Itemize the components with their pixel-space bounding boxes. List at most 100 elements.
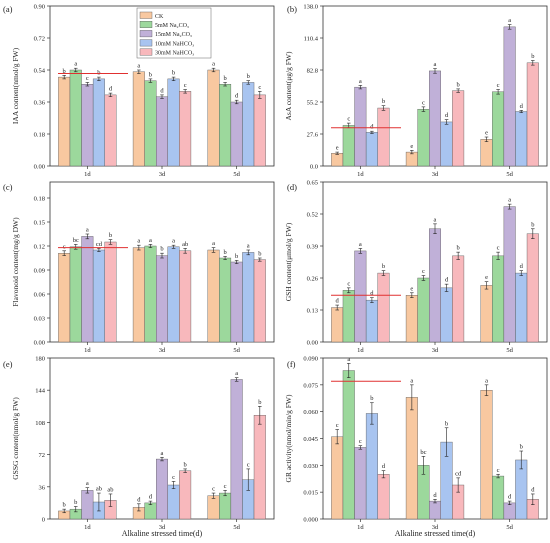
panel-letter: (c) bbox=[3, 182, 13, 192]
significance-label: d bbox=[531, 486, 535, 493]
bar bbox=[104, 94, 117, 167]
panel-letter: (b) bbox=[287, 4, 297, 14]
significance-label: cd bbox=[96, 241, 103, 248]
significance-label: d bbox=[336, 298, 340, 305]
panel-letter: (e) bbox=[3, 359, 13, 369]
bar bbox=[230, 101, 243, 167]
significance-label: c bbox=[258, 84, 261, 91]
bar bbox=[219, 257, 232, 343]
bar bbox=[242, 252, 255, 343]
x-tick-label: 1d bbox=[357, 171, 364, 178]
significance-label: c bbox=[497, 82, 500, 89]
y-tick-label: 0.26 bbox=[307, 276, 319, 283]
x-tick-label: 1d bbox=[357, 524, 364, 531]
bar bbox=[492, 91, 505, 167]
significance-label: c bbox=[497, 245, 500, 252]
bar bbox=[354, 86, 367, 167]
significance-label: a bbox=[247, 243, 250, 250]
bar bbox=[167, 246, 180, 343]
significance-label: a bbox=[149, 237, 152, 244]
legend-label: 15mM Na₂CO₃ bbox=[155, 32, 192, 38]
x-axis-title: Alkaline stressed time(d) bbox=[122, 529, 203, 538]
significance-label: a bbox=[347, 356, 350, 363]
bar bbox=[58, 252, 71, 343]
bar bbox=[377, 272, 390, 343]
significance-label: a bbox=[161, 450, 164, 457]
significance-label: c bbox=[422, 99, 425, 106]
significance-label: b bbox=[63, 502, 66, 509]
y-tick-label: 0.18 bbox=[34, 196, 45, 203]
significance-label: b bbox=[223, 249, 226, 256]
significance-label: b bbox=[247, 73, 250, 80]
y-tick-label: 55.2 bbox=[307, 100, 318, 107]
significance-label: d bbox=[149, 494, 153, 501]
legend-swatch bbox=[139, 21, 153, 28]
legend-label: CK bbox=[155, 14, 164, 20]
x-tick-label: 3d bbox=[432, 347, 439, 354]
significance-label: b bbox=[258, 399, 261, 406]
bar bbox=[92, 78, 105, 167]
x-tick-label: 3d bbox=[159, 524, 166, 531]
bar bbox=[144, 80, 157, 167]
bar bbox=[242, 82, 255, 167]
bar bbox=[331, 436, 344, 520]
bar bbox=[365, 299, 378, 343]
significance-label: d bbox=[160, 87, 164, 94]
y-tick-label: 0.72 bbox=[34, 36, 45, 43]
bar bbox=[230, 261, 243, 343]
bar bbox=[342, 290, 355, 343]
chart-panel: 0.000 0.015 0.030 0.045 0.060 0.075 0.090 GR ac… bbox=[284, 356, 548, 531]
bar bbox=[81, 236, 94, 343]
significance-label: b bbox=[109, 232, 112, 239]
legend-swatch bbox=[139, 30, 153, 38]
y-tick-label: 180 bbox=[35, 356, 45, 363]
x-tick-label: 5d bbox=[506, 524, 513, 531]
bar bbox=[417, 277, 430, 343]
significance-label: e bbox=[485, 274, 488, 281]
bar bbox=[179, 250, 192, 343]
significance-label: a bbox=[86, 227, 89, 234]
significance-label: c bbox=[224, 483, 227, 490]
bar bbox=[179, 470, 192, 520]
chart-panel: 0.00 0.03 0.06 0.09 0.12 0.15 0.18 Flavonoid co… bbox=[3, 181, 275, 354]
significance-label: d bbox=[370, 124, 374, 131]
significance-label: bc bbox=[73, 237, 79, 244]
x-tick-label: 5d bbox=[233, 171, 240, 178]
bar bbox=[132, 247, 145, 343]
significance-label: a bbox=[508, 17, 511, 24]
x-tick-label: 1d bbox=[84, 347, 91, 354]
y-tick-label: 27.6 bbox=[307, 132, 319, 139]
bar bbox=[167, 484, 180, 520]
x-tick-label: 1d bbox=[357, 347, 364, 354]
significance-label: b bbox=[445, 420, 448, 427]
bar bbox=[503, 26, 516, 167]
significance-label: b bbox=[531, 53, 534, 60]
significance-label: c bbox=[247, 461, 250, 468]
bar bbox=[92, 249, 105, 343]
significance-label: a bbox=[508, 197, 511, 204]
y-tick-label: 0.90 bbox=[34, 4, 45, 11]
panel-letter: (d) bbox=[287, 182, 297, 192]
y-tick-label: 0 bbox=[42, 517, 45, 524]
significance-label: d bbox=[235, 93, 239, 100]
y-tick-label: 0.030 bbox=[303, 463, 318, 470]
bar bbox=[365, 413, 378, 520]
bar bbox=[440, 287, 453, 343]
bar bbox=[429, 228, 441, 343]
y-axis-label: GSSG content(nmol/g FW) bbox=[11, 397, 20, 480]
significance-label: e bbox=[410, 285, 413, 292]
bar bbox=[515, 272, 528, 343]
y-tick-label: 0.65 bbox=[307, 180, 318, 187]
bar bbox=[492, 255, 505, 343]
bar bbox=[331, 153, 344, 167]
x-tick-label: 3d bbox=[159, 347, 166, 354]
chart-panel: 0.0 27.6 55.2 82.8 110.4 138.0 AsA content(μg/… bbox=[284, 4, 548, 178]
legend-label: 10mM NaHCO₃ bbox=[155, 41, 194, 47]
y-tick-label: 0.13 bbox=[307, 308, 318, 315]
bar bbox=[377, 474, 390, 520]
y-tick-label: 36 bbox=[39, 484, 46, 491]
significance-label: a bbox=[137, 238, 140, 245]
significance-label: a bbox=[137, 63, 140, 70]
significance-label: d bbox=[370, 290, 374, 297]
